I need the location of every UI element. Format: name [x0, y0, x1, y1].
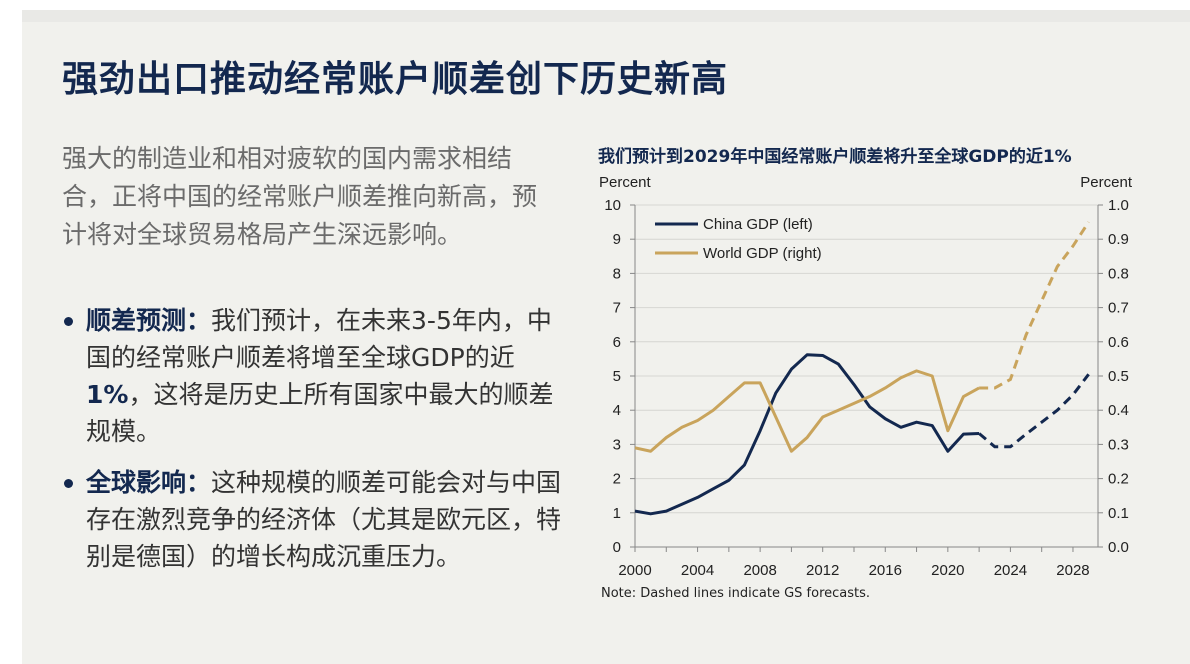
bullet-label: 顺差预测：	[86, 306, 212, 335]
y-tick-label-right: 0.0	[1108, 539, 1129, 556]
y-tick-label-left: 7	[613, 300, 621, 317]
y-tick-label-left: 6	[613, 334, 621, 351]
series-forecast-line-world	[979, 221, 1090, 390]
series-forecast-line-china	[978, 373, 1090, 449]
bullet-list: 顺差预测：我们预计，在未来3-5年内，中国的经常账户顺差将增至全球GDP的近 1…	[62, 302, 562, 589]
x-tick-label: 2016	[869, 562, 902, 579]
x-tick-label: 2012	[806, 562, 839, 579]
y-tick-label-right: 0.8	[1108, 265, 1129, 282]
y-tick-label-left: 4	[613, 402, 621, 419]
y-tick-label-right: 0.9	[1108, 231, 1129, 248]
x-tick-label: 2008	[743, 562, 776, 579]
y-tick-label-right: 0.1	[1108, 505, 1129, 522]
bullet-forecast: 顺差预测：我们预计，在未来3-5年内，中国的经常账户顺差将增至全球GDP的近 1…	[62, 302, 562, 450]
bullet-label: 全球影响：	[86, 468, 212, 497]
y-tick-label-right: 0.2	[1108, 471, 1129, 488]
bullet-dot-icon	[64, 317, 73, 326]
y-tick-label-left: 1	[613, 505, 621, 522]
y-axis-label-left: Percent	[599, 174, 652, 191]
bullet-text: 这种规模的顺差可能会对与中国存在激烈竞争的经济体（尤其是欧元区，特别是德国）的增…	[86, 468, 562, 571]
chart-note: Note: Dashed lines indicate GS forecasts…	[601, 586, 871, 601]
bullet-global-impact: 全球影响：这种规模的顺差可能会对与中国存在激烈竞争的经济体（尤其是欧元区，特别是…	[62, 464, 562, 575]
y-tick-label-left: 0	[613, 539, 621, 556]
y-tick-label-right: 1.0	[1108, 197, 1129, 214]
series-line-china	[634, 353, 980, 516]
y-tick-label-right: 0.3	[1108, 436, 1129, 453]
chart-title: 我们预计到2029年中国经常账户顺差将升至全球GDP的近1%	[598, 147, 1072, 167]
x-tick-label: 2024	[994, 562, 1027, 579]
y-tick-label-left: 9	[613, 231, 621, 248]
y-axis-label-right: Percent	[1080, 174, 1133, 191]
intro-paragraph: 强大的制造业和相对疲软的国内需求相结合，正将中国的经常账户顺差推向新高，预计将对…	[62, 144, 538, 249]
bullet-dot-icon	[64, 479, 73, 488]
y-tick-label-right: 0.5	[1108, 368, 1129, 385]
legend-label: China GDP (left)	[703, 216, 813, 233]
legend-label: World GDP (right)	[703, 245, 822, 262]
bullet-text: 我们预计，在未来3-5年内，中国的经常账户顺差将增至全球GDP的近	[86, 306, 552, 372]
y-tick-label-left: 5	[613, 368, 621, 385]
y-tick-label-left: 2	[613, 471, 621, 488]
series-line-world	[634, 369, 980, 453]
y-tick-label-right: 0.7	[1108, 300, 1129, 317]
y-tick-label-right: 0.4	[1108, 402, 1129, 419]
bullet-text: ，这将是历史上所有国家中最大的顺差规模。	[86, 380, 554, 446]
x-tick-label: 2000	[618, 562, 651, 579]
x-tick-label: 2028	[1056, 562, 1089, 579]
y-tick-label-left: 10	[604, 197, 621, 214]
bullet-highlight: 1%	[86, 380, 129, 409]
top-bar	[22, 10, 1190, 22]
x-tick-label: 2004	[681, 562, 714, 579]
slide-background	[22, 10, 1190, 664]
y-tick-label-left: 8	[613, 265, 621, 282]
page-title: 强劲出口推动经常账户顺差创下历史新高	[62, 59, 729, 100]
y-tick-label-right: 0.6	[1108, 334, 1129, 351]
y-tick-label-left: 3	[613, 436, 621, 453]
x-tick-label: 2020	[931, 562, 964, 579]
